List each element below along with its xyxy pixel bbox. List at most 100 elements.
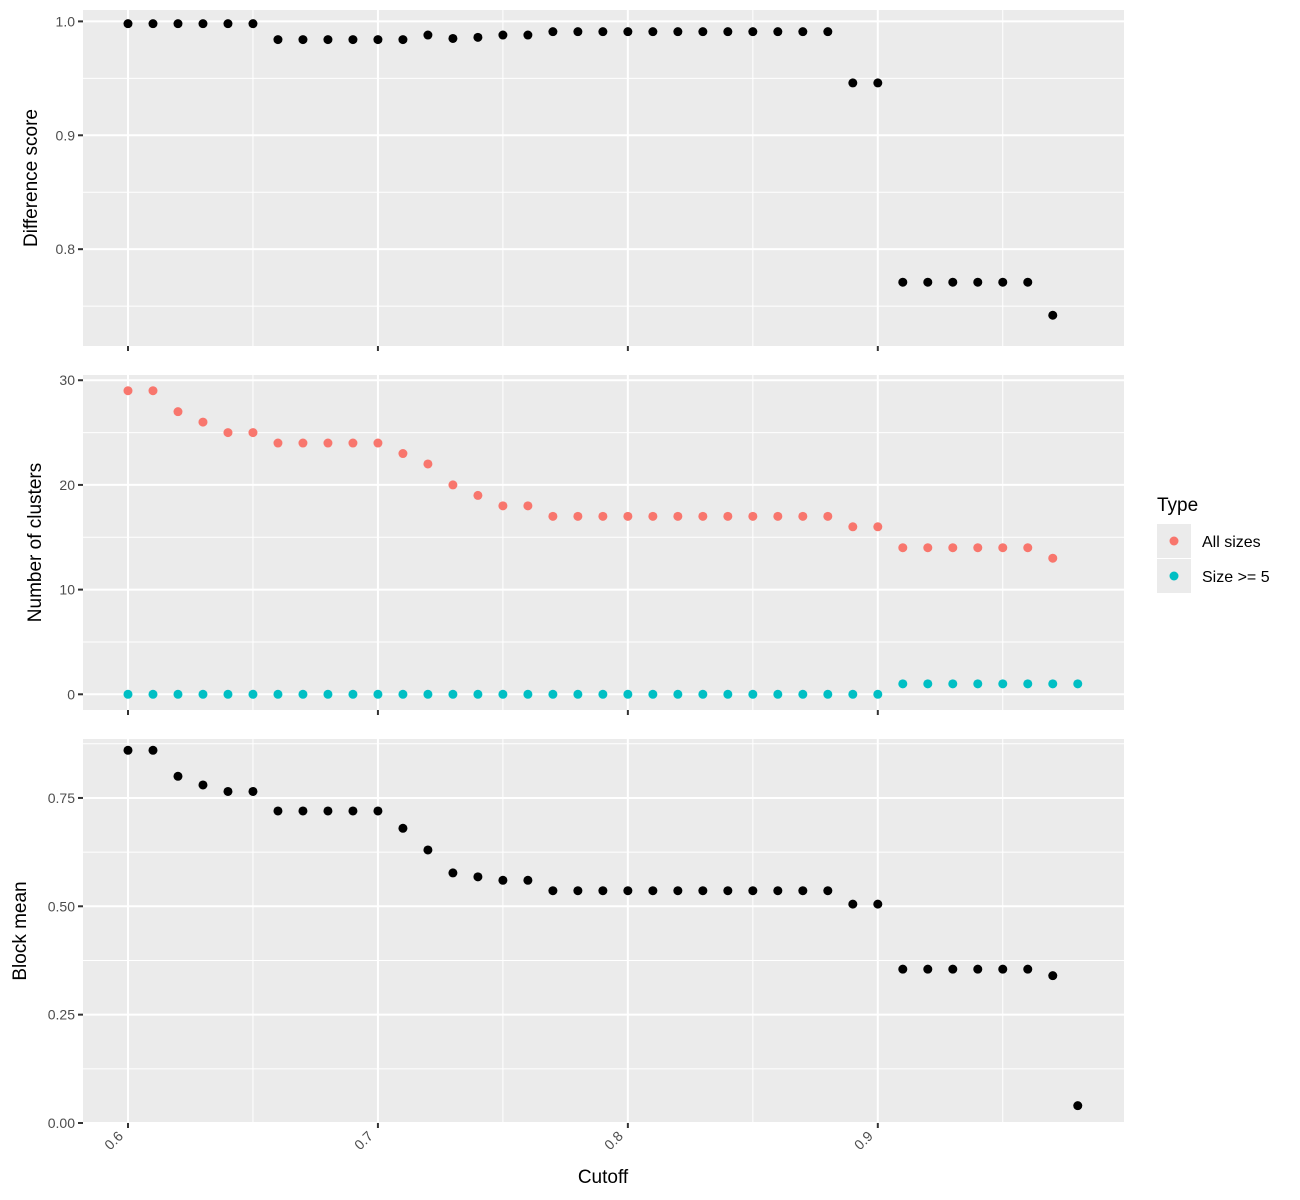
panels-layer: 0.8 0.9 1.0 Difference score 0 10 20 30 Number o… [10, 10, 1124, 1153]
data-point [823, 886, 833, 896]
data-point [1073, 1101, 1083, 1111]
data-point [773, 689, 783, 699]
data-point [773, 511, 783, 521]
y-tick-label: 0.9 [56, 127, 76, 143]
data-point [123, 689, 133, 699]
data-point [148, 386, 158, 396]
data-point [473, 32, 483, 42]
y-tick-label: 0.8 [56, 241, 76, 257]
y-tick-label: 20 [59, 477, 75, 493]
data-point [273, 438, 283, 448]
data-point [348, 35, 358, 45]
data-point [848, 689, 858, 699]
data-point [873, 522, 883, 532]
data-point [1023, 679, 1033, 689]
data-point [148, 745, 158, 755]
legend-title: Type [1157, 495, 1198, 516]
data-point [773, 886, 783, 896]
data-point [798, 27, 808, 37]
y-axis-title: Difference score [21, 109, 42, 247]
panel-0: 0.8 0.9 1.0 Difference score [21, 10, 1124, 351]
data-point [673, 689, 683, 699]
data-point [473, 872, 483, 882]
data-point [998, 679, 1008, 689]
data-point [123, 19, 133, 29]
data-point [573, 689, 583, 699]
data-point [223, 689, 233, 699]
data-point [273, 689, 283, 699]
data-point [573, 886, 583, 896]
data-point [973, 964, 983, 974]
data-point [948, 543, 958, 553]
data-point [698, 886, 708, 896]
data-point [373, 35, 383, 45]
data-point [373, 438, 383, 448]
data-point [673, 886, 683, 896]
data-point [123, 745, 133, 755]
data-point [748, 689, 758, 699]
data-point [498, 30, 508, 40]
data-point [548, 689, 558, 699]
legend-label-all-sizes: All sizes [1202, 534, 1261, 551]
data-point [198, 780, 208, 790]
data-point [173, 407, 183, 417]
data-point [273, 35, 283, 45]
panel-2: 0.00 0.25 0.50 0.75 0.6 0.7 0.8 0.9 Block mean [10, 739, 1124, 1153]
data-point [898, 543, 908, 553]
data-point [748, 511, 758, 521]
data-point [848, 522, 858, 532]
data-point [923, 277, 933, 287]
data-point [223, 428, 233, 438]
data-point [448, 480, 458, 490]
data-point [398, 35, 408, 45]
data-point [248, 689, 258, 699]
y-tick-label: 10 [59, 582, 75, 598]
data-point [398, 689, 408, 699]
data-point [1023, 964, 1033, 974]
data-point [198, 689, 208, 699]
data-point [723, 27, 733, 37]
data-point [498, 875, 508, 885]
data-point [323, 438, 333, 448]
data-point [923, 679, 933, 689]
data-point [523, 501, 533, 511]
data-point [223, 19, 233, 29]
data-point [223, 786, 233, 796]
data-point [648, 886, 658, 896]
data-point [648, 27, 658, 37]
data-point [998, 964, 1008, 974]
data-point [623, 689, 633, 699]
data-point [748, 27, 758, 37]
data-point [798, 886, 808, 896]
data-point [1073, 679, 1083, 689]
data-point [923, 543, 933, 553]
data-point [273, 806, 283, 816]
x-tick-label: 0.6 [101, 1128, 126, 1153]
data-point [348, 438, 358, 448]
y-tick-label: 0.50 [48, 898, 75, 914]
data-point [348, 806, 358, 816]
data-point [873, 689, 883, 699]
data-point [923, 964, 933, 974]
y-tick-label: 0.00 [48, 1115, 75, 1131]
data-point [448, 689, 458, 699]
data-point [623, 886, 633, 896]
y-tick-label: 30 [59, 372, 75, 388]
data-point [298, 689, 308, 699]
data-point [798, 511, 808, 521]
data-point [498, 501, 508, 511]
data-point [323, 35, 333, 45]
legend: Type All sizes Size >= 5 [1157, 495, 1270, 593]
data-point [473, 490, 483, 500]
data-point [248, 19, 258, 29]
data-point [723, 689, 733, 699]
data-point [998, 543, 1008, 553]
data-point [423, 459, 433, 469]
data-point [423, 845, 433, 855]
data-point [248, 428, 258, 438]
data-point [423, 30, 433, 40]
data-point [598, 511, 608, 521]
data-point [423, 689, 433, 699]
data-point [248, 786, 258, 796]
